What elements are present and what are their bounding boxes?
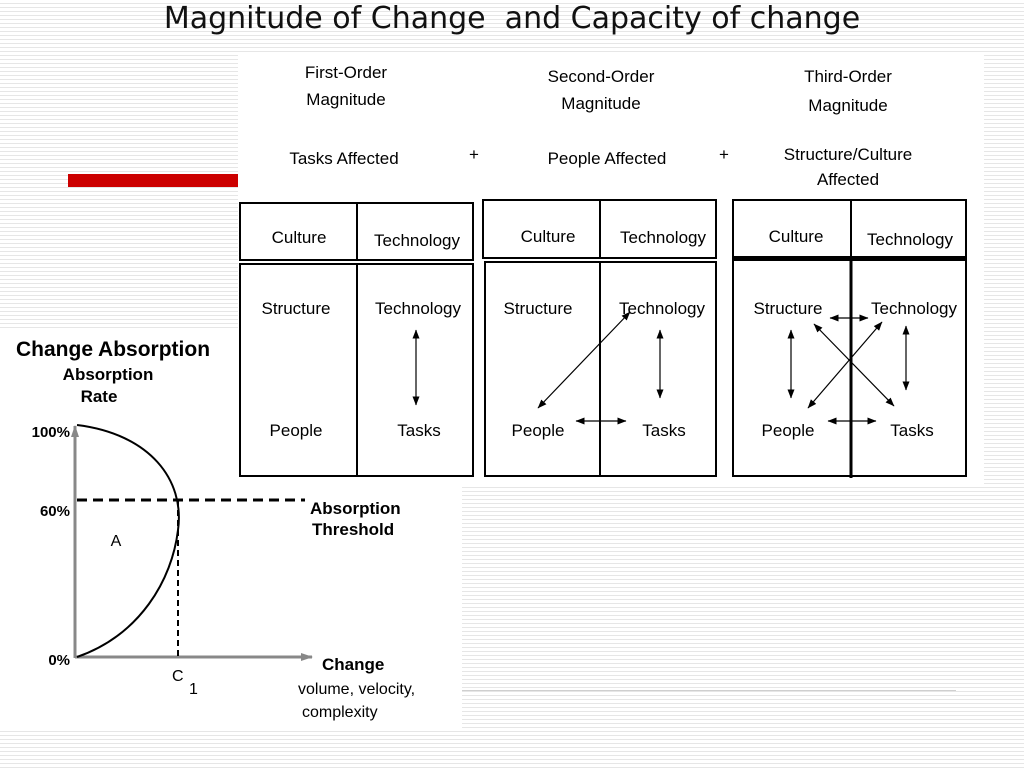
c1-subscript: 1 (189, 681, 198, 698)
first-order-technology: Technology (375, 299, 462, 318)
second-order-heading-line2: Magnitude (561, 94, 640, 113)
first-order-people: People (270, 421, 323, 440)
magnitude-diagram: First-Order Magnitude Tasks Affected + S… (238, 54, 984, 484)
magnitude-background (238, 54, 984, 484)
first-order-culture: Culture (272, 228, 327, 247)
accent-bar (68, 174, 240, 187)
second-order-technology-header: Technology (620, 228, 707, 247)
plus-sign-1: + (469, 145, 479, 164)
third-order-heading-line1: Third-Order (804, 67, 892, 86)
first-order-heading-line2: Magnitude (306, 90, 385, 109)
plus-sign-2: + (719, 145, 729, 164)
x-axis-label-line1: Change (322, 655, 384, 674)
absorption-title: Change Absorption (16, 338, 210, 361)
third-order-tech-people-arrow (807, 321, 883, 409)
third-order-people: People (762, 421, 815, 440)
threshold-label-line1: Absorption (310, 499, 401, 518)
x-axis-label-line2: volume, velocity, (298, 681, 415, 698)
third-order-structure: Structure (754, 299, 823, 318)
c1-label: C (172, 668, 184, 685)
area-label: A (111, 533, 122, 550)
slide-title: Magnitude of Change and Capacity of chan… (163, 1, 861, 36)
third-order-technology: Technology (871, 299, 958, 318)
third-order-technology-header: Technology (867, 230, 954, 249)
second-order-technology: Technology (619, 299, 706, 318)
third-order-heading-line2: Magnitude (808, 96, 887, 115)
first-order-structure: Structure (262, 299, 331, 318)
people-affected-label: People Affected (548, 149, 667, 168)
second-order-structure: Structure (504, 299, 573, 318)
structure-culture-affected-line2: Affected (817, 170, 879, 189)
structure-culture-affected-line1: Structure/Culture (784, 145, 913, 164)
second-order-people: People (512, 421, 565, 440)
tasks-affected-label: Tasks Affected (289, 149, 398, 168)
second-order-culture: Culture (521, 227, 576, 246)
y-axis-label-line2: Rate (81, 387, 118, 406)
divider-line (462, 690, 956, 691)
y-tick-100: 100% (32, 424, 70, 441)
x-axis-label-line3: complexity (302, 704, 378, 721)
second-order-tasks: Tasks (642, 421, 685, 440)
first-order-heading-line1: First-Order (305, 63, 388, 82)
y-tick-60: 60% (40, 503, 70, 520)
first-order-technology-header: Technology (374, 231, 461, 250)
y-tick-0: 0% (48, 652, 70, 669)
first-order-tasks: Tasks (397, 421, 440, 440)
threshold-label-line2: Threshold (312, 520, 394, 539)
third-order-culture: Culture (769, 227, 824, 246)
third-order-tasks: Tasks (890, 421, 933, 440)
y-axis-label-line1: Absorption (63, 365, 154, 384)
second-order-heading-line1: Second-Order (548, 67, 655, 86)
second-order-tech-people-arrow (537, 311, 631, 409)
